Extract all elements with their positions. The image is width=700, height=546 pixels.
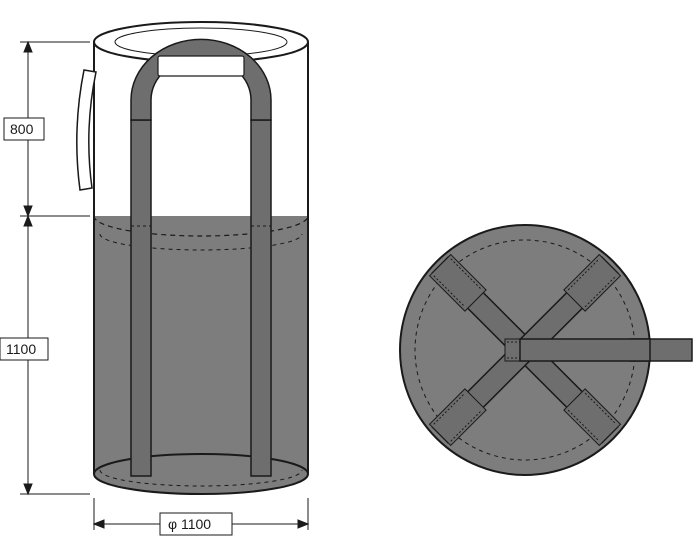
technical-diagram: 800 1100 φ 1100	[0, 0, 700, 546]
container-bottom-view	[400, 225, 692, 475]
strap-label-patch	[158, 56, 244, 76]
dim-height-upper: 800	[10, 121, 34, 137]
container-side-view	[77, 22, 308, 494]
dim-height-lower: 1100	[6, 341, 36, 357]
dim-diameter: φ 1100	[168, 516, 211, 532]
